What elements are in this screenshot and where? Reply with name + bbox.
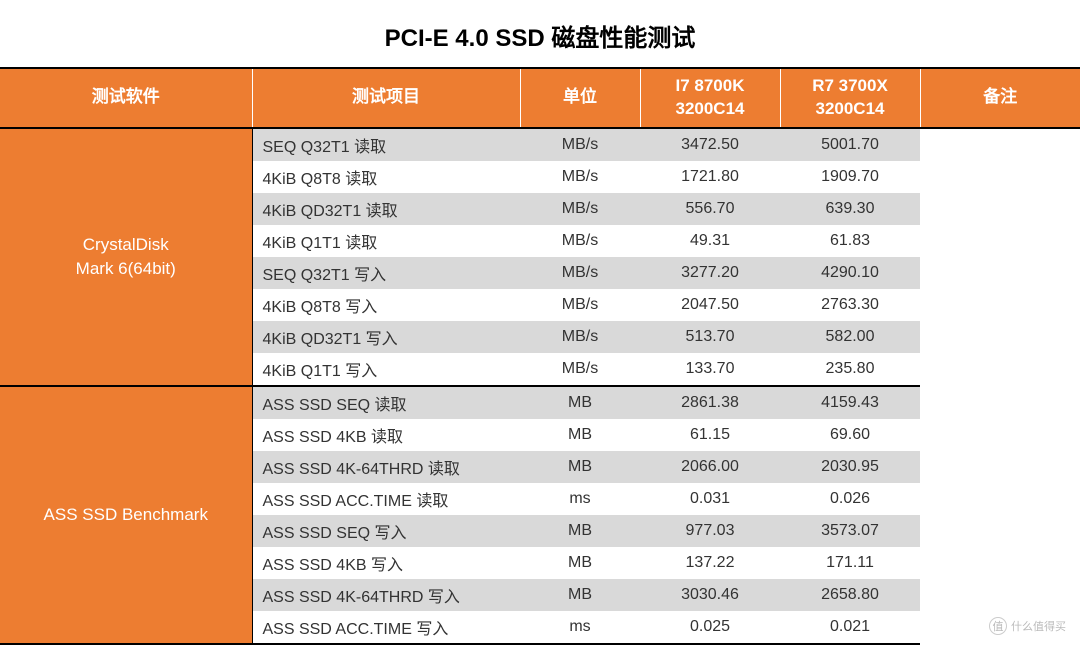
value-cpu1: 49.31 — [640, 225, 780, 257]
value-cpu2: 2030.95 — [780, 451, 920, 483]
item-cell: ASS SSD SEQ 读取 — [252, 386, 520, 419]
value-cpu2: 0.026 — [780, 483, 920, 515]
unit-cell: MB/s — [520, 353, 640, 386]
unit-cell: MB — [520, 579, 640, 611]
unit-cell: MB/s — [520, 193, 640, 225]
item-cell: ASS SSD 4KB 写入 — [252, 547, 520, 579]
item-cell: SEQ Q32T1 写入 — [252, 257, 520, 289]
unit-cell: MB — [520, 515, 640, 547]
unit-cell: MB/s — [520, 161, 640, 193]
value-cpu1: 3030.46 — [640, 579, 780, 611]
item-cell: ASS SSD 4KB 读取 — [252, 419, 520, 451]
table-row: CrystalDiskMark 6(64bit)SEQ Q32T1 读取MB/s… — [0, 128, 1080, 161]
unit-cell: MB/s — [520, 225, 640, 257]
value-cpu2: 4290.10 — [780, 257, 920, 289]
value-cpu1: 2066.00 — [640, 451, 780, 483]
item-cell: 4KiB Q8T8 读取 — [252, 161, 520, 193]
unit-cell: MB/s — [520, 128, 640, 161]
item-cell: ASS SSD SEQ 写入 — [252, 515, 520, 547]
col-head-cpu2: R7 3700X3200C14 — [780, 69, 920, 128]
unit-cell: MB — [520, 419, 640, 451]
value-cpu2: 235.80 — [780, 353, 920, 386]
value-cpu1: 3277.20 — [640, 257, 780, 289]
value-cpu1: 2861.38 — [640, 386, 780, 419]
table-body: CrystalDiskMark 6(64bit)SEQ Q32T1 读取MB/s… — [0, 128, 1080, 644]
value-cpu2: 582.00 — [780, 321, 920, 353]
benchmark-table: 测试软件 测试项目 单位 I7 8700K3200C14 R7 3700X320… — [0, 69, 1080, 645]
item-cell: ASS SSD 4K-64THRD 写入 — [252, 579, 520, 611]
value-cpu2: 171.11 — [780, 547, 920, 579]
unit-cell: MB — [520, 547, 640, 579]
table-header-row: 测试软件 测试项目 单位 I7 8700K3200C14 R7 3700X320… — [0, 69, 1080, 128]
unit-cell: MB/s — [520, 289, 640, 321]
value-cpu2: 2658.80 — [780, 579, 920, 611]
col-head-software: 测试软件 — [0, 69, 252, 128]
value-cpu1: 2047.50 — [640, 289, 780, 321]
value-cpu2: 0.021 — [780, 611, 920, 644]
value-cpu2: 69.60 — [780, 419, 920, 451]
col-head-unit: 单位 — [520, 69, 640, 128]
value-cpu1: 0.025 — [640, 611, 780, 644]
unit-cell: ms — [520, 611, 640, 644]
col-head-item: 测试项目 — [252, 69, 520, 128]
col-head-cpu1: I7 8700K3200C14 — [640, 69, 780, 128]
value-cpu2: 1909.70 — [780, 161, 920, 193]
item-cell: 4KiB Q1T1 写入 — [252, 353, 520, 386]
value-cpu2: 3573.07 — [780, 515, 920, 547]
item-cell: ASS SSD ACC.TIME 写入 — [252, 611, 520, 644]
unit-cell: MB — [520, 386, 640, 419]
value-cpu2: 4159.43 — [780, 386, 920, 419]
item-cell: 4KiB Q1T1 读取 — [252, 225, 520, 257]
value-cpu1: 0.031 — [640, 483, 780, 515]
value-cpu1: 513.70 — [640, 321, 780, 353]
value-cpu1: 3472.50 — [640, 128, 780, 161]
remark-cell — [920, 128, 1080, 386]
item-cell: SEQ Q32T1 读取 — [252, 128, 520, 161]
table-row: ASS SSD BenchmarkASS SSD SEQ 读取MB2861.38… — [0, 386, 1080, 419]
group-cell: ASS SSD Benchmark — [0, 386, 252, 644]
value-cpu1: 61.15 — [640, 419, 780, 451]
value-cpu1: 977.03 — [640, 515, 780, 547]
col-head-remark: 备注 — [920, 69, 1080, 128]
remark-cell — [920, 386, 1080, 644]
value-cpu1: 556.70 — [640, 193, 780, 225]
page-title: PCI-E 4.0 SSD 磁盘性能测试 — [0, 0, 1080, 69]
value-cpu1: 133.70 — [640, 353, 780, 386]
unit-cell: MB/s — [520, 321, 640, 353]
group-cell: CrystalDiskMark 6(64bit) — [0, 128, 252, 386]
unit-cell: MB/s — [520, 257, 640, 289]
item-cell: 4KiB QD32T1 写入 — [252, 321, 520, 353]
unit-cell: MB — [520, 451, 640, 483]
value-cpu2: 2763.30 — [780, 289, 920, 321]
value-cpu2: 61.83 — [780, 225, 920, 257]
item-cell: ASS SSD ACC.TIME 读取 — [252, 483, 520, 515]
item-cell: ASS SSD 4K-64THRD 读取 — [252, 451, 520, 483]
value-cpu2: 639.30 — [780, 193, 920, 225]
unit-cell: ms — [520, 483, 640, 515]
value-cpu1: 137.22 — [640, 547, 780, 579]
value-cpu1: 1721.80 — [640, 161, 780, 193]
value-cpu2: 5001.70 — [780, 128, 920, 161]
item-cell: 4KiB Q8T8 写入 — [252, 289, 520, 321]
item-cell: 4KiB QD32T1 读取 — [252, 193, 520, 225]
